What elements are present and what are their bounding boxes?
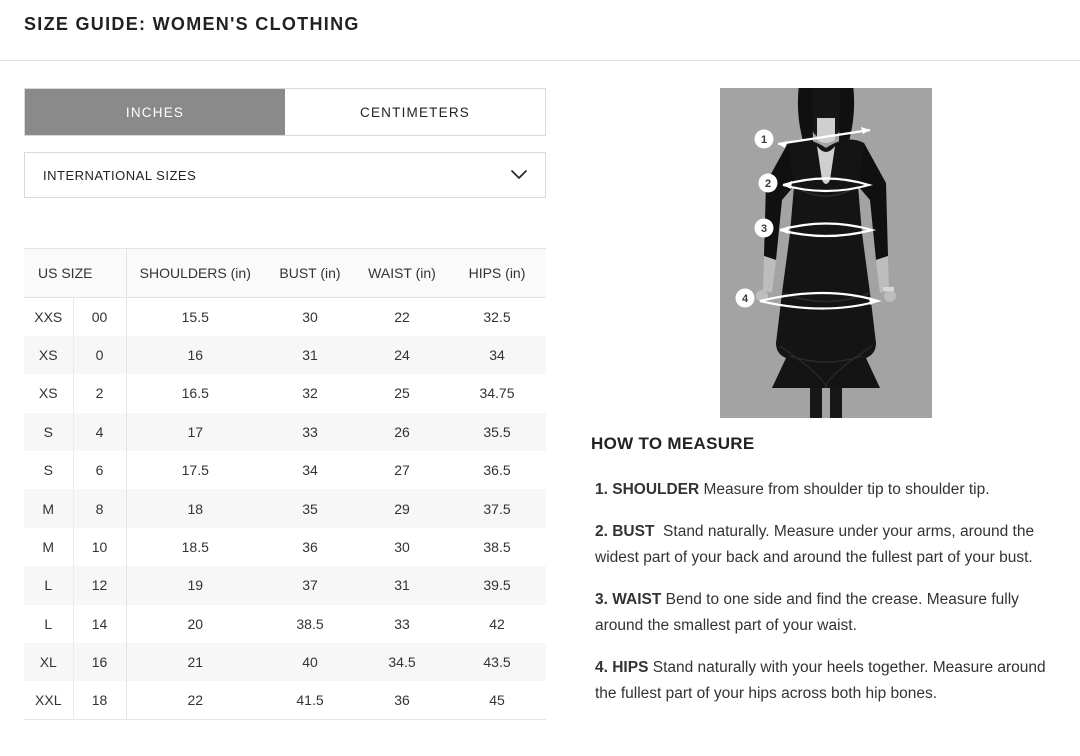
svg-text:3: 3	[761, 223, 767, 235]
svg-text:1: 1	[761, 134, 767, 146]
svg-text:2: 2	[765, 178, 771, 190]
svg-text:4: 4	[742, 293, 749, 305]
